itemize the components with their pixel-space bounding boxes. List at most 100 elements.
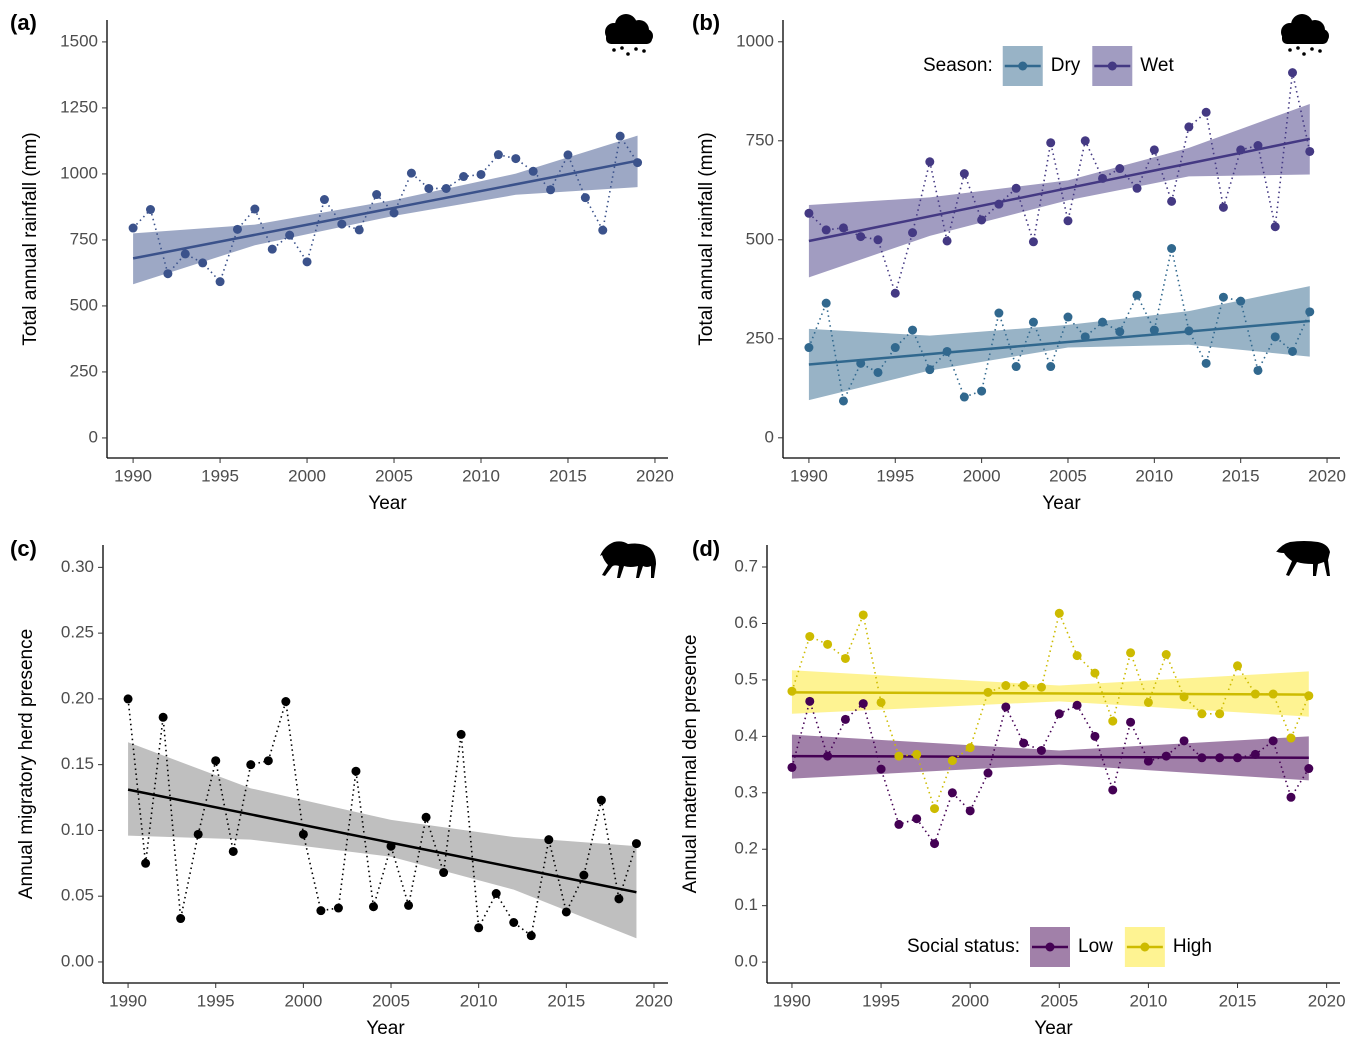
- data-point: [1001, 681, 1011, 691]
- data-point: [614, 894, 624, 904]
- data-point: [1201, 358, 1211, 368]
- x-tick-label: 2005: [372, 991, 410, 1010]
- data-point: [1108, 716, 1118, 726]
- data-point: [890, 343, 900, 353]
- data-point: [959, 392, 969, 402]
- data-point: [546, 185, 556, 195]
- data-point: [1028, 237, 1038, 247]
- data-point: [1236, 145, 1246, 155]
- panel-label: (c): [10, 536, 37, 561]
- wildebeest-icon: [600, 541, 656, 578]
- y-tick-label: 0.00: [61, 951, 94, 970]
- data-point: [386, 841, 396, 851]
- data-point: [596, 795, 606, 805]
- y-tick-label: 0.1: [734, 895, 758, 914]
- data-point: [823, 639, 833, 649]
- data-point: [942, 346, 952, 356]
- data-point: [1184, 122, 1194, 132]
- data-point: [298, 829, 308, 839]
- legend-key-dot: [1045, 942, 1055, 952]
- panel: (d) 0.0 0.1 0.2 0.3 0.4 0.5 0.6 0.7 1990 1995 2000 2…: [680, 536, 1346, 1039]
- data-point: [1286, 733, 1296, 743]
- data-point: [1108, 785, 1118, 795]
- data-point: [977, 386, 987, 396]
- panel-label: (d): [692, 536, 720, 561]
- data-point: [1080, 332, 1090, 342]
- x-tick-label: 2020: [635, 991, 673, 1010]
- legend-title: Season:: [923, 55, 993, 76]
- data-point: [1090, 668, 1100, 678]
- data-point: [977, 215, 987, 225]
- x-tick-label: 2000: [284, 991, 322, 1010]
- data-point: [302, 257, 312, 267]
- data-point: [333, 903, 343, 913]
- data-point: [1072, 651, 1082, 661]
- data-point: [441, 183, 451, 193]
- data-point: [354, 225, 364, 235]
- data-point: [250, 204, 260, 214]
- x-tick-label: 2000: [288, 466, 326, 485]
- data-point: [787, 686, 797, 696]
- panel: (a) 0 250 500 750 1000 1250 1500 1990 1995 2000 200…: [10, 10, 674, 514]
- data-point: [805, 696, 815, 706]
- x-tick-label: 2015: [1222, 466, 1260, 485]
- y-tick-label: 0.20: [61, 688, 94, 707]
- hyena-icon: [1276, 541, 1330, 576]
- data-point: [476, 169, 486, 179]
- data-point: [1305, 146, 1315, 156]
- data-point: [1036, 745, 1046, 755]
- data-point: [1072, 700, 1082, 710]
- data-point: [876, 697, 886, 707]
- data-point: [1304, 764, 1314, 774]
- data-point: [1161, 751, 1171, 761]
- y-tick-label: 0.15: [61, 754, 94, 773]
- data-point: [840, 714, 850, 724]
- data-point: [406, 168, 416, 178]
- data-point: [123, 694, 133, 704]
- data-point: [598, 225, 608, 235]
- data-point: [232, 224, 242, 234]
- data-point: [1019, 738, 1029, 748]
- data-point: [580, 193, 590, 203]
- data-point: [873, 367, 883, 377]
- data-point: [1270, 222, 1280, 232]
- x-tick-label: 2010: [462, 466, 500, 485]
- x-axis-title: Year: [366, 1018, 405, 1039]
- data-point: [1305, 307, 1315, 317]
- data-point: [1149, 325, 1159, 335]
- y-tick-label: 500: [746, 229, 774, 248]
- data-point: [1046, 138, 1056, 148]
- data-point: [930, 804, 940, 814]
- data-point: [1115, 164, 1125, 174]
- legend-key-dot: [1140, 942, 1150, 952]
- data-point: [925, 365, 935, 375]
- data-point: [1236, 296, 1246, 306]
- dotted-line: [132, 134, 639, 284]
- data-point: [838, 396, 848, 406]
- data-point: [267, 244, 277, 254]
- data-point: [615, 131, 625, 141]
- data-point: [180, 249, 190, 259]
- data-point: [912, 814, 922, 824]
- data-point: [838, 223, 848, 233]
- data-point: [215, 277, 225, 287]
- data-point: [246, 760, 256, 770]
- x-tick-label: 2020: [636, 466, 674, 485]
- data-point: [908, 325, 918, 335]
- data-point: [337, 219, 347, 229]
- y-tick-label: 0.3: [734, 782, 758, 801]
- x-tick-label: 1995: [862, 991, 900, 1010]
- data-point: [858, 610, 868, 620]
- y-tick-label: 0.2: [734, 839, 758, 858]
- data-point: [1063, 216, 1073, 226]
- data-point: [994, 199, 1004, 209]
- data-point: [1126, 648, 1136, 658]
- data-point: [925, 157, 935, 167]
- data-point: [1233, 753, 1243, 763]
- data-point: [1149, 145, 1159, 155]
- data-point: [1063, 312, 1073, 322]
- x-tick-label: 2010: [1135, 466, 1173, 485]
- data-point: [579, 870, 589, 880]
- data-point: [1115, 327, 1125, 337]
- data-point: [821, 298, 831, 308]
